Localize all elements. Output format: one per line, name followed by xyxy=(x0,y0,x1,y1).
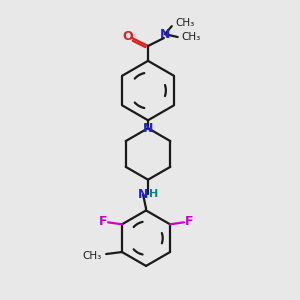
Text: CH₃: CH₃ xyxy=(82,251,101,261)
Text: F: F xyxy=(99,215,107,228)
Text: O: O xyxy=(122,30,133,43)
Text: CH₃: CH₃ xyxy=(176,18,195,28)
Text: N: N xyxy=(143,122,153,135)
Text: N: N xyxy=(138,188,148,201)
Text: H: H xyxy=(149,189,159,199)
Text: CH₃: CH₃ xyxy=(182,32,201,42)
Text: F: F xyxy=(184,215,193,228)
Text: N: N xyxy=(160,28,170,40)
